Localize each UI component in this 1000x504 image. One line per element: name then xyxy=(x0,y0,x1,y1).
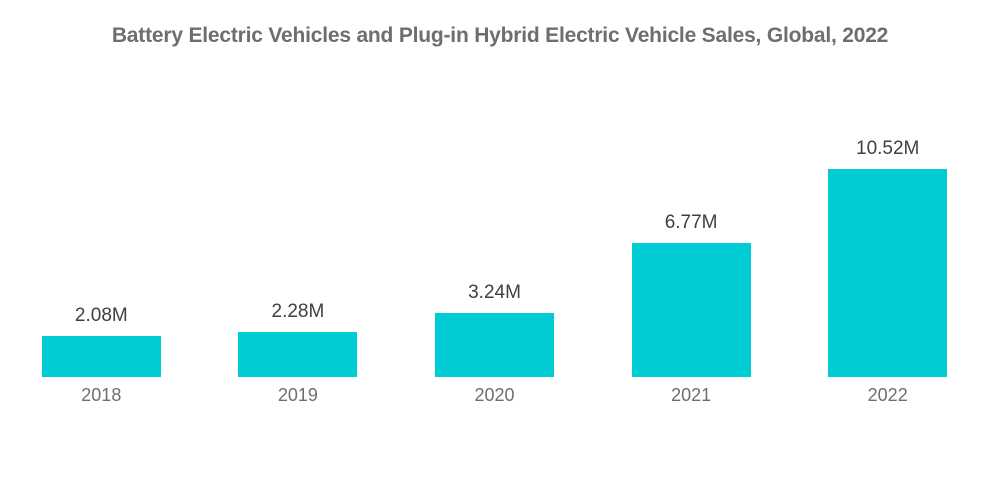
x-axis-label: 2018 xyxy=(81,385,122,405)
x-axis-label: 2019 xyxy=(277,385,318,405)
bar-2021 xyxy=(631,243,751,377)
bar-value-label: 2.08M xyxy=(74,304,128,326)
bar-group-2019: 2.28M 2019 xyxy=(200,50,397,405)
x-axis-label: 2021 xyxy=(671,385,712,405)
bar-2020 xyxy=(435,312,554,377)
bar-value-label: 6.77M xyxy=(664,212,718,234)
bar-2022 xyxy=(828,169,948,377)
bar-2018 xyxy=(41,335,161,377)
bar-group-2021: 6.77M 2021 xyxy=(593,50,790,405)
bar-value-label: 3.24M xyxy=(468,281,521,303)
bars-row: 2.08M 2018 2.28M 2019 3.24M 2020 6.77M 2021 10.5… xyxy=(3,50,986,405)
bar-value-label: 10.52M xyxy=(856,138,920,159)
bar-group-2020: 3.24M 2020 xyxy=(396,50,593,405)
bar-group-2018: 2.08M 2018 xyxy=(3,50,200,405)
x-axis-label: 2022 xyxy=(867,385,908,405)
chart-title: Battery Electric Vehicles and Plug-in Hy… xyxy=(111,24,889,47)
bar-group-2022: 10.52M 2022 xyxy=(789,50,986,405)
bar-2019 xyxy=(238,331,358,377)
x-axis-label: 2020 xyxy=(474,385,515,405)
bar-value-label: 2.28M xyxy=(271,300,325,322)
